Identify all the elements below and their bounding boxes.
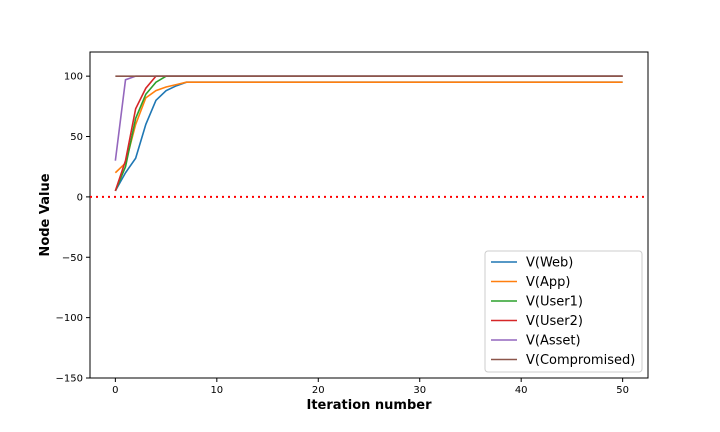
y-tick-label: −150 bbox=[56, 374, 83, 385]
legend-label-2: V(User1) bbox=[526, 295, 583, 310]
series-layer bbox=[114, 75, 623, 192]
y-tick-label: 50 bbox=[70, 132, 83, 143]
legend-label-0: V(Web) bbox=[526, 256, 573, 271]
y-axis-label: Node Value bbox=[38, 173, 53, 256]
x-tick-label: 20 bbox=[312, 385, 325, 396]
legend-label-4: V(Asset) bbox=[526, 334, 581, 349]
x-tick-label: 50 bbox=[616, 385, 629, 396]
series-line-1 bbox=[114, 81, 623, 174]
x-axis-label: Iteration number bbox=[306, 398, 432, 413]
x-tick-label: 10 bbox=[210, 385, 223, 396]
legend-label-3: V(User2) bbox=[526, 314, 583, 329]
y-tick-label: −50 bbox=[62, 253, 83, 264]
x-tick-label: 30 bbox=[413, 385, 426, 396]
legend-label-5: V(Compromised) bbox=[526, 353, 635, 368]
x-tick-label: 40 bbox=[515, 385, 528, 396]
legend: V(Web) V(App) V(User1) V(User2) V(Asset) V(Co… bbox=[484, 250, 643, 373]
y-tick-label: 0 bbox=[77, 192, 83, 203]
y-axis-ticks: −150 −100 −50 0 50 100 bbox=[56, 72, 90, 385]
y-tick-label: −100 bbox=[56, 313, 83, 324]
x-axis-ticks: 0 10 20 30 40 50 bbox=[112, 378, 629, 396]
legend-box bbox=[484, 250, 643, 373]
legend-label-1: V(App) bbox=[526, 275, 570, 290]
y-tick-label: 100 bbox=[64, 72, 83, 83]
x-tick-label: 0 bbox=[112, 385, 118, 396]
